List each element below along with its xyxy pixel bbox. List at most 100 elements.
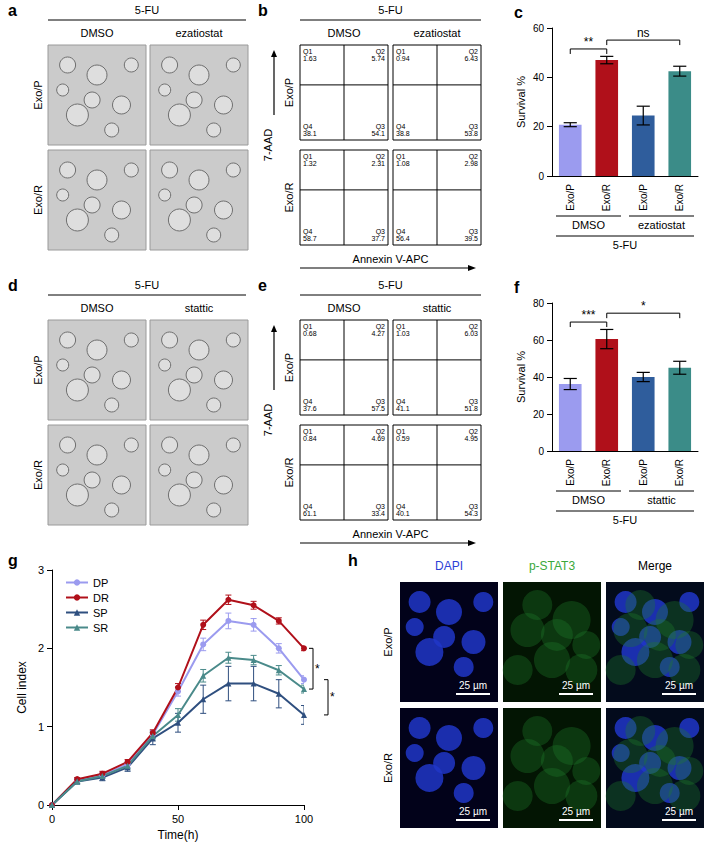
svg-text:0.59: 0.59 xyxy=(396,435,410,442)
svg-text:37.7: 37.7 xyxy=(371,235,385,242)
svg-text:60: 60 xyxy=(533,23,545,34)
svg-text:54.1: 54.1 xyxy=(371,130,385,137)
svg-text:SR: SR xyxy=(93,622,108,634)
svg-text:0: 0 xyxy=(38,799,44,811)
svg-text:Exo/R: Exo/R xyxy=(674,459,685,486)
svg-text:5-FU: 5-FU xyxy=(135,4,160,16)
svg-text:Exo/R: Exo/R xyxy=(601,459,612,486)
svg-text:b: b xyxy=(258,2,268,19)
svg-text:6.43: 6.43 xyxy=(464,55,478,62)
svg-text:25 µm: 25 µm xyxy=(459,806,487,817)
svg-text:0.94: 0.94 xyxy=(396,55,410,62)
svg-text:Exo/R: Exo/R xyxy=(32,460,44,490)
svg-text:0: 0 xyxy=(538,446,544,457)
svg-text:c: c xyxy=(514,4,523,21)
svg-text:3: 3 xyxy=(38,564,44,576)
svg-text:1.08: 1.08 xyxy=(396,160,410,167)
svg-text:DMSO: DMSO xyxy=(328,302,361,314)
svg-text:2.31: 2.31 xyxy=(371,160,385,167)
svg-text:4.69: 4.69 xyxy=(371,435,385,442)
svg-text:0: 0 xyxy=(538,171,544,182)
svg-text:2: 2 xyxy=(38,642,44,654)
svg-text:Survival %: Survival % xyxy=(515,76,527,128)
svg-text:Cell index: Cell index xyxy=(15,661,29,714)
svg-text:Exo/R: Exo/R xyxy=(382,753,394,783)
svg-text:60: 60 xyxy=(533,335,545,346)
svg-text:Exo/P: Exo/P xyxy=(565,184,576,211)
svg-text:Annexin V-APC: Annexin V-APC xyxy=(353,528,429,540)
svg-text:f: f xyxy=(514,279,520,296)
svg-text:25 µm: 25 µm xyxy=(562,680,590,691)
svg-text:40: 40 xyxy=(533,372,545,383)
svg-text:ezatiostat: ezatiostat xyxy=(175,27,222,39)
svg-text:a: a xyxy=(8,2,17,19)
svg-text:5-FU: 5-FU xyxy=(135,279,160,291)
svg-text:54.3: 54.3 xyxy=(464,510,478,517)
svg-text:ezatiostat: ezatiostat xyxy=(413,27,460,39)
svg-text:25 µm: 25 µm xyxy=(665,806,693,817)
svg-text:50: 50 xyxy=(172,813,184,825)
svg-text:20: 20 xyxy=(533,409,545,420)
svg-text:Exo/R: Exo/R xyxy=(32,185,44,215)
svg-text:25 µm: 25 µm xyxy=(562,806,590,817)
svg-text:37.6: 37.6 xyxy=(303,405,317,412)
svg-text:53.8: 53.8 xyxy=(464,130,478,137)
svg-text:40: 40 xyxy=(533,72,545,83)
svg-text:58.7: 58.7 xyxy=(303,235,317,242)
svg-text:57.5: 57.5 xyxy=(371,405,385,412)
svg-text:7-AAD: 7-AAD xyxy=(262,129,274,161)
svg-text:g: g xyxy=(8,552,18,569)
svg-text:DR: DR xyxy=(93,592,109,604)
svg-text:6.03: 6.03 xyxy=(464,330,478,337)
svg-text:**: ** xyxy=(584,35,594,49)
svg-text:d: d xyxy=(8,277,18,294)
svg-text:***: *** xyxy=(581,308,595,322)
svg-text:e: e xyxy=(258,277,267,294)
svg-text:2.98: 2.98 xyxy=(464,160,478,167)
svg-text:7-AAD: 7-AAD xyxy=(262,404,274,436)
svg-text:61.1: 61.1 xyxy=(303,510,317,517)
svg-text:DAPI: DAPI xyxy=(435,559,463,573)
svg-text:Exo/R: Exo/R xyxy=(674,184,685,211)
svg-text:1.63: 1.63 xyxy=(303,55,317,62)
svg-text:ns: ns xyxy=(637,26,650,40)
svg-text:Exo/P: Exo/P xyxy=(32,80,44,109)
svg-text:5-FU: 5-FU xyxy=(378,4,403,16)
svg-text:stattic: stattic xyxy=(647,494,676,506)
svg-text:Exo/P: Exo/P xyxy=(32,355,44,384)
svg-text:Annexin V-APC: Annexin V-APC xyxy=(353,253,429,265)
svg-text:DMSO: DMSO xyxy=(572,494,605,506)
svg-text:56.4: 56.4 xyxy=(396,235,410,242)
svg-text:SP: SP xyxy=(93,607,108,619)
svg-text:*: * xyxy=(641,299,646,313)
svg-text:5-FU: 5-FU xyxy=(613,514,638,526)
svg-text:33.4: 33.4 xyxy=(371,510,385,517)
svg-text:p-STAT3: p-STAT3 xyxy=(529,559,576,573)
svg-text:41.1: 41.1 xyxy=(396,405,410,412)
svg-text:5-FU: 5-FU xyxy=(378,279,403,291)
svg-text:39.5: 39.5 xyxy=(464,235,478,242)
svg-text:40.1: 40.1 xyxy=(396,510,410,517)
svg-text:25 µm: 25 µm xyxy=(665,680,693,691)
svg-text:1.32: 1.32 xyxy=(303,160,317,167)
svg-text:25 µm: 25 µm xyxy=(459,680,487,691)
svg-text:Exo/R: Exo/R xyxy=(283,182,295,212)
svg-text:DMSO: DMSO xyxy=(328,27,361,39)
svg-text:20: 20 xyxy=(533,121,545,132)
svg-text:Exo/P: Exo/P xyxy=(283,78,295,107)
svg-text:ezatiostat: ezatiostat xyxy=(638,219,685,231)
svg-text:Exo/P: Exo/P xyxy=(638,459,649,486)
svg-text:0.68: 0.68 xyxy=(303,330,317,337)
svg-text:5.74: 5.74 xyxy=(371,55,385,62)
svg-text:DMSO: DMSO xyxy=(572,219,605,231)
svg-text:100: 100 xyxy=(295,813,313,825)
svg-text:Survival %: Survival % xyxy=(515,351,527,403)
svg-text:Exo/P: Exo/P xyxy=(638,184,649,211)
svg-text:80: 80 xyxy=(533,298,545,309)
svg-text:*: * xyxy=(315,662,320,676)
svg-text:1: 1 xyxy=(38,721,44,733)
svg-text:Exo/R: Exo/R xyxy=(601,184,612,211)
svg-text:stattic: stattic xyxy=(185,302,214,314)
svg-text:h: h xyxy=(348,552,358,569)
svg-text:0.84: 0.84 xyxy=(303,435,317,442)
